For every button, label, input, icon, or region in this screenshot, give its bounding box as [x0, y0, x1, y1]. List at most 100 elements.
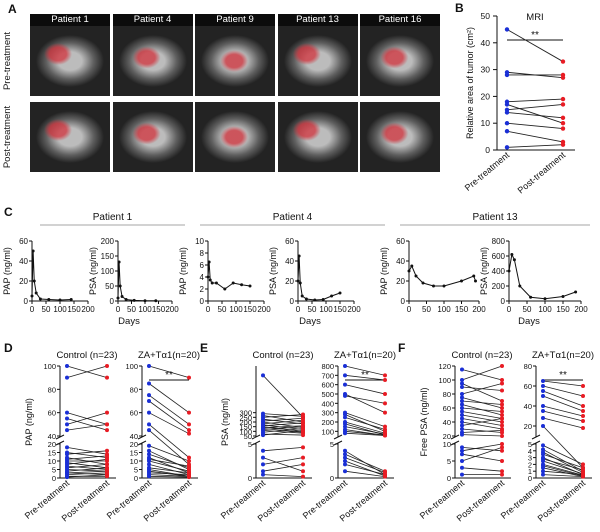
data-point-pre: [460, 427, 464, 431]
data-point-pre: [65, 452, 69, 457]
y-tick-label: 0: [330, 474, 334, 483]
y-tick-label: 200: [321, 418, 334, 427]
data-point-pre: [460, 409, 464, 414]
x-tick-label: 50: [218, 305, 227, 314]
y-tick-label: 15: [130, 449, 138, 458]
data-point-post: [187, 431, 191, 436]
series-line: [408, 264, 476, 287]
y-tick-label: 100: [43, 362, 56, 371]
y-tick-label: 0: [401, 297, 406, 306]
data-point-pre: [343, 373, 347, 378]
pair-line: [66, 412, 108, 425]
data-point: [330, 294, 334, 298]
data-point-post: [560, 142, 566, 147]
y-tick-label: 4: [528, 447, 532, 456]
data-point-post: [301, 412, 305, 417]
y-tick-label: 200: [492, 282, 506, 291]
y-axis-label: PAP (ng/ml): [24, 398, 34, 446]
y-tick-label: 8: [200, 249, 205, 258]
data-point-pre: [541, 424, 545, 428]
patient-header: Patient 4: [112, 14, 193, 26]
y-tick-label: 80: [130, 385, 138, 394]
data-point-post: [383, 373, 387, 378]
data-point-pre: [541, 404, 545, 408]
y-tick-label: 80: [48, 385, 56, 394]
data-point-pre: [541, 472, 545, 477]
pair-line: [262, 422, 304, 427]
axis-break-mark: [333, 434, 343, 440]
y-tick-label: 60: [285, 237, 294, 246]
data-point: [47, 298, 51, 301]
data-point-pre: [460, 423, 464, 428]
data-point-post: [187, 422, 191, 427]
data-point-post: [500, 428, 504, 433]
y-axis-label: PSA (ng/ml): [88, 247, 98, 295]
data-point: [298, 281, 302, 285]
pair-line: [344, 384, 386, 395]
pair-line: [262, 474, 304, 478]
data-point-pre: [343, 393, 347, 398]
y-tick-label: 10: [195, 237, 204, 246]
y-tick-label: 5: [134, 466, 138, 475]
pair-line: [542, 464, 584, 476]
x-tick-label: 100: [437, 305, 451, 314]
y-tick-label: 1: [528, 467, 532, 476]
pair-line: [344, 374, 386, 381]
data-point: [38, 297, 42, 301]
data-point-post: [187, 459, 191, 463]
data-point: [421, 281, 425, 285]
data-point-post: [301, 433, 305, 438]
data-point-post: [500, 388, 504, 393]
y-tick-label: 6: [200, 261, 205, 270]
data-point-pre: [504, 121, 510, 126]
pair-line: [461, 414, 503, 423]
y-tick-label: 0: [501, 297, 506, 306]
pair-line: [542, 444, 584, 465]
pair-line: [262, 417, 304, 422]
y-tick-label: 800: [321, 362, 334, 371]
data-point-post: [301, 418, 305, 423]
pair-line: [344, 430, 386, 436]
significance-label: **: [531, 30, 539, 41]
data-point-post: [105, 457, 109, 462]
x-tick-label: 150: [455, 305, 469, 314]
data-point-pre: [460, 459, 464, 463]
data-point-pre: [460, 406, 464, 410]
data-point-pre: [460, 448, 464, 453]
y-tick-label: 50: [481, 11, 491, 21]
data-point: [31, 249, 35, 253]
axis-break-mark: [450, 434, 460, 440]
data-point-pre: [541, 389, 545, 393]
data-point-pre: [343, 452, 347, 457]
pair-line: [461, 369, 503, 381]
data-point: [248, 284, 252, 288]
data-point-pre: [504, 102, 510, 107]
data-point: [34, 291, 38, 295]
pair-line: [542, 395, 584, 412]
data-point: [214, 281, 218, 285]
x-axis-label: Days: [518, 316, 540, 327]
y-tick-label: 50: [244, 432, 252, 441]
pair-line: [148, 453, 190, 469]
pair-line: [506, 112, 564, 119]
x-tick-label: 0: [206, 305, 211, 314]
data-point-post: [581, 414, 585, 418]
mri-scan-image: [30, 102, 110, 172]
y-tick-label: 120: [438, 362, 451, 371]
y-tick-label: 500: [321, 390, 334, 399]
y-tick-label: 30: [481, 65, 491, 75]
data-point: [410, 264, 414, 268]
y-tick-label: 60: [19, 237, 28, 246]
axis-break-mark: [251, 434, 261, 440]
data-point: [529, 295, 533, 299]
data-point-pre: [343, 382, 347, 387]
data-point-post: [500, 364, 504, 368]
pair-line: [461, 383, 503, 402]
data-point-pre: [504, 72, 510, 78]
pair-line: [344, 365, 386, 376]
data-point: [69, 298, 73, 301]
axis-break-mark: [137, 434, 147, 440]
data-point-pre: [504, 129, 510, 134]
